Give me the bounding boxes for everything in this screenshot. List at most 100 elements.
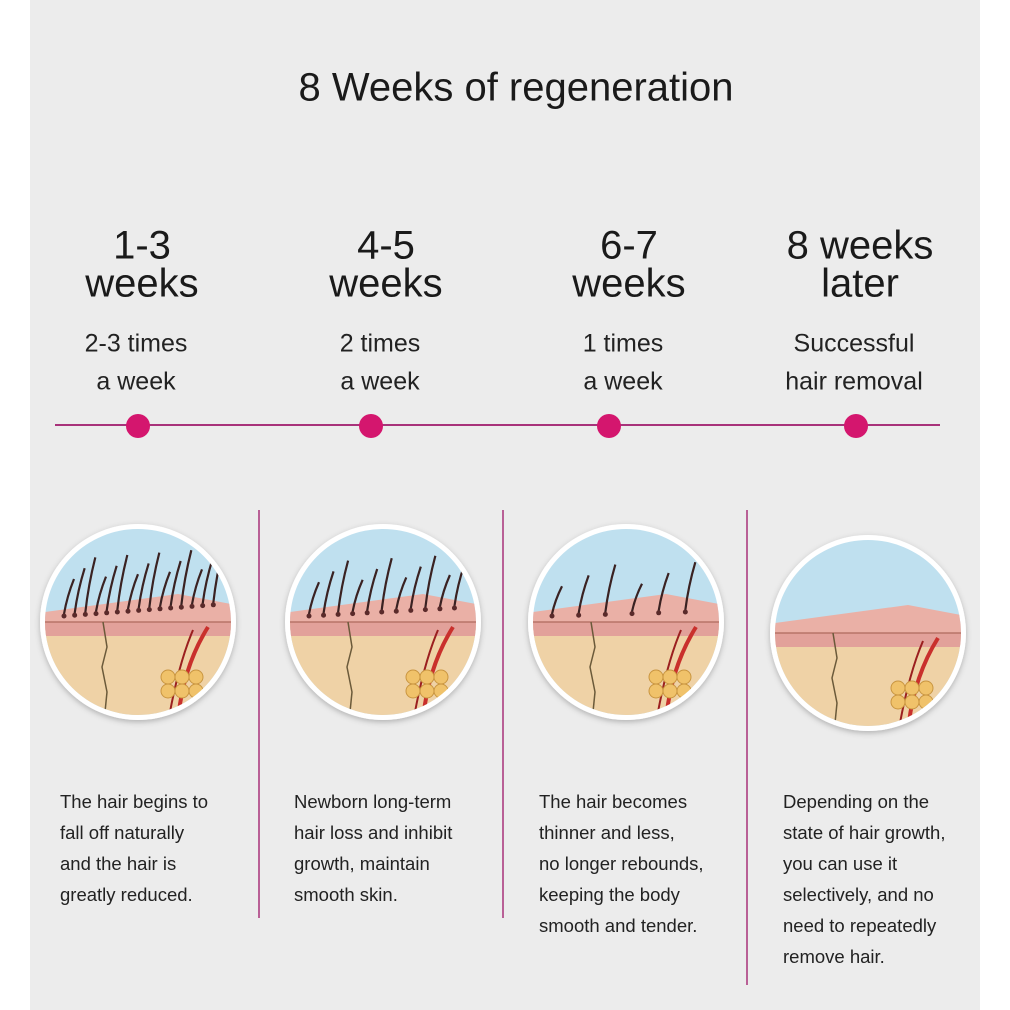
follicle bbox=[408, 607, 414, 613]
period-label: weeks bbox=[328, 262, 442, 306]
fat-cell bbox=[662, 683, 678, 699]
follicle bbox=[629, 611, 635, 617]
period-label: 8 weeks bbox=[787, 224, 934, 268]
follicle bbox=[549, 613, 555, 619]
hair bbox=[137, 563, 150, 609]
description-line: fall off naturally bbox=[60, 822, 185, 843]
hair bbox=[169, 560, 182, 607]
follicle bbox=[168, 605, 174, 611]
skin-surface bbox=[775, 605, 961, 635]
follicle bbox=[306, 613, 312, 619]
fat-cell bbox=[890, 680, 906, 696]
fat-cell bbox=[904, 694, 920, 710]
follicle bbox=[422, 607, 428, 613]
fat-cell bbox=[188, 669, 204, 685]
hair bbox=[684, 561, 697, 611]
fat-cell bbox=[174, 683, 190, 699]
epidermis bbox=[775, 633, 961, 647]
follicle bbox=[136, 607, 142, 613]
follicle bbox=[437, 606, 443, 612]
hair bbox=[395, 576, 408, 610]
hair bbox=[438, 574, 451, 608]
hair bbox=[380, 557, 393, 611]
follicle bbox=[393, 608, 399, 614]
fat-cell bbox=[160, 669, 176, 685]
follicle bbox=[602, 611, 608, 617]
hair bbox=[322, 571, 335, 614]
description-line: smooth and tender. bbox=[539, 915, 697, 936]
period-label: weeks bbox=[84, 262, 198, 306]
fat-cell bbox=[918, 680, 934, 696]
hair bbox=[604, 564, 617, 613]
follicle bbox=[125, 608, 131, 614]
fat-cell bbox=[676, 669, 692, 685]
crack bbox=[346, 621, 353, 715]
follicle bbox=[82, 611, 88, 617]
frequency-label: 2-3 times bbox=[85, 330, 188, 358]
fat-cell bbox=[405, 669, 421, 685]
follicle bbox=[104, 610, 110, 616]
description-line: smooth skin. bbox=[294, 884, 398, 905]
background bbox=[30, 0, 980, 1010]
frequency-label: Successful bbox=[794, 330, 915, 358]
follicle bbox=[146, 607, 152, 613]
description-line: greatly reduced. bbox=[60, 884, 193, 905]
hair bbox=[94, 576, 108, 612]
crack bbox=[589, 621, 596, 715]
hair bbox=[126, 573, 140, 610]
hair bbox=[336, 560, 350, 613]
follicle bbox=[379, 609, 385, 615]
fat-cell bbox=[648, 669, 664, 685]
title: 8 Weeks of regeneration bbox=[298, 66, 733, 110]
frequency-label: a week bbox=[96, 368, 176, 396]
description-line: growth, maintain bbox=[294, 853, 430, 874]
fat-cell bbox=[419, 683, 435, 699]
follicle bbox=[210, 602, 216, 608]
follicle bbox=[451, 605, 457, 611]
frequency-label: 2 times bbox=[340, 330, 421, 358]
fat-cell bbox=[419, 669, 435, 685]
fat-cell bbox=[174, 669, 190, 685]
hair bbox=[180, 549, 193, 606]
period-label: 1-3 bbox=[113, 224, 171, 268]
hair bbox=[116, 554, 129, 611]
fat-cell bbox=[662, 669, 678, 685]
description-line: and the hair is bbox=[60, 853, 176, 874]
description-line: you can use it bbox=[783, 853, 897, 874]
follicle bbox=[189, 603, 195, 609]
follicle bbox=[178, 604, 184, 610]
follicle bbox=[364, 610, 370, 616]
hair bbox=[105, 565, 118, 611]
follicle bbox=[200, 603, 206, 609]
timeline-dot bbox=[126, 414, 150, 438]
hair bbox=[550, 585, 563, 615]
fat-cell bbox=[904, 680, 920, 696]
skin-surface bbox=[290, 594, 476, 624]
hair bbox=[62, 578, 76, 615]
epidermis bbox=[533, 622, 719, 636]
hair bbox=[307, 581, 321, 615]
description-line: keeping the body bbox=[539, 884, 681, 905]
hair bbox=[409, 566, 422, 609]
description-line: The hair begins to bbox=[60, 791, 208, 812]
follicle bbox=[682, 609, 688, 615]
epidermis bbox=[45, 622, 231, 636]
follicle bbox=[61, 613, 67, 619]
follicle bbox=[335, 611, 341, 617]
epidermis bbox=[290, 622, 476, 636]
crack bbox=[101, 621, 108, 715]
description-line: need to repeatedly bbox=[783, 915, 937, 936]
period-label: 4-5 bbox=[357, 224, 415, 268]
description-line: no longer rebounds, bbox=[539, 853, 704, 874]
description-line: Newborn long-term bbox=[294, 791, 451, 812]
frequency-label: 1 times bbox=[583, 330, 664, 358]
period-label: 6-7 bbox=[600, 224, 658, 268]
hair bbox=[351, 579, 364, 612]
crack bbox=[831, 632, 838, 726]
follicle bbox=[157, 606, 163, 612]
description-line: thinner and less, bbox=[539, 822, 675, 843]
description-line: The hair becomes bbox=[539, 791, 687, 812]
